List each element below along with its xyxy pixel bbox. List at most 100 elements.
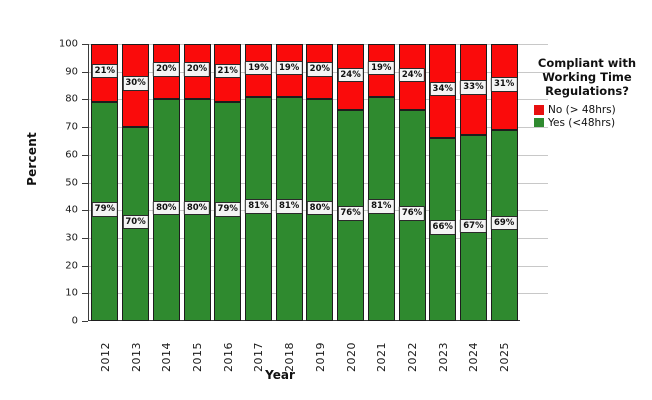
bar-2022[interactable]: 76% 24% xyxy=(398,44,426,321)
y-tick-label: 90 xyxy=(65,66,78,78)
bar-label-yes: 80% xyxy=(183,200,211,216)
bar-2025[interactable]: 69% 31% xyxy=(490,44,518,321)
y-tick-mark xyxy=(82,127,88,129)
gridline-extension xyxy=(520,182,548,184)
bar-segment-yes[interactable]: 81% xyxy=(275,96,303,321)
y-axis-title: Percent xyxy=(25,132,39,186)
y-tick-label: 60 xyxy=(65,149,78,161)
bar-segment-yes[interactable]: 79% xyxy=(214,102,242,321)
bar-segment-no[interactable]: 20% xyxy=(306,44,334,100)
y-tick-label: 80 xyxy=(65,93,78,105)
legend-title: Compliant with Working Time Regulations? xyxy=(524,56,650,98)
bar-label-no: 34% xyxy=(429,81,456,97)
bar-2012[interactable]: 79% 21% xyxy=(91,44,119,321)
bar-segment-no[interactable]: 20% xyxy=(152,44,180,100)
bar-2023[interactable]: 66% 34% xyxy=(429,44,457,321)
bar-segment-no[interactable]: 33% xyxy=(459,44,487,136)
bar-2021[interactable]: 81% 19% xyxy=(367,44,395,321)
bar-2018[interactable]: 81% 19% xyxy=(275,44,303,321)
bar-segment-no[interactable]: 21% xyxy=(91,44,119,103)
bar-label-yes: 66% xyxy=(429,220,456,235)
bar-2017[interactable]: 81% 19% xyxy=(244,44,272,321)
y-tick-mark xyxy=(82,99,88,101)
bar-2015[interactable]: 80% 20% xyxy=(183,44,211,321)
bar-segment-no[interactable]: 24% xyxy=(398,44,426,111)
bar-label-no: 19% xyxy=(368,60,395,76)
y-tick-label: 10 xyxy=(65,287,78,299)
legend: Compliant with Working Time Regulations?… xyxy=(524,56,650,130)
y-tick-label: 20 xyxy=(65,260,78,272)
bar-segment-yes[interactable]: 80% xyxy=(183,99,211,321)
bar-2024[interactable]: 67% 33% xyxy=(459,44,487,321)
gridline xyxy=(89,237,521,239)
bar-segment-yes[interactable]: 80% xyxy=(306,99,334,321)
bar-label-yes: 80% xyxy=(153,200,180,216)
gridline xyxy=(89,44,521,45)
legend-label-yes: Yes (<48hrs) xyxy=(548,117,616,130)
bar-label-no: 19% xyxy=(245,60,272,76)
bar-segment-no[interactable]: 19% xyxy=(367,44,395,97)
bar-label-yes: 81% xyxy=(275,199,303,214)
bar-segment-yes[interactable]: 76% xyxy=(337,110,365,321)
bar-segment-yes[interactable]: 70% xyxy=(122,127,150,321)
y-tick-label: 40 xyxy=(65,204,78,216)
bar-label-no: 20% xyxy=(153,62,180,77)
bar-label-no: 24% xyxy=(398,67,426,83)
gridline-extension xyxy=(520,237,548,239)
bar-segment-no[interactable]: 19% xyxy=(275,44,303,97)
y-tick-mark xyxy=(82,265,88,267)
gridline-extension xyxy=(520,127,548,129)
bar-segment-no[interactable]: 24% xyxy=(337,44,365,111)
gridline xyxy=(89,71,521,73)
bar-label-no: 20% xyxy=(183,62,211,77)
legend-entry-yes[interactable]: Yes (<48hrs) xyxy=(534,117,650,129)
bar-segment-yes[interactable]: 67% xyxy=(459,135,487,321)
y-tick-label: 70 xyxy=(65,121,78,133)
bar-segment-no[interactable]: 30% xyxy=(122,44,150,128)
bar-2014[interactable]: 80% 20% xyxy=(152,44,180,321)
bar-segment-no[interactable]: 19% xyxy=(244,44,272,97)
bar-label-yes: 69% xyxy=(490,215,518,231)
bar-segment-no[interactable]: 31% xyxy=(490,44,518,130)
y-tick-mark xyxy=(82,71,88,73)
gridline xyxy=(89,265,521,267)
gridline xyxy=(89,293,521,295)
bar-segment-yes[interactable]: 80% xyxy=(152,99,180,321)
bar-segment-yes[interactable]: 66% xyxy=(429,138,457,321)
legend-title-line-3: Regulations? xyxy=(545,84,629,99)
y-tick-label: 100 xyxy=(58,38,78,50)
bar-segment-no[interactable]: 21% xyxy=(214,44,242,103)
bar-segment-yes[interactable]: 69% xyxy=(490,129,518,321)
bar-label-no: 21% xyxy=(91,63,119,79)
bar-segment-yes[interactable]: 81% xyxy=(367,96,395,321)
y-tick-mark xyxy=(82,237,88,239)
bar-label-no: 33% xyxy=(460,80,487,95)
gridline-extension xyxy=(520,154,548,156)
bar-segment-yes[interactable]: 79% xyxy=(91,102,119,321)
legend-title-line-2: Working Time xyxy=(542,70,632,85)
bar-2019[interactable]: 80% 20% xyxy=(306,44,334,321)
bar-segment-no[interactable]: 20% xyxy=(183,44,211,100)
bar-2013[interactable]: 70% 30% xyxy=(122,44,150,321)
legend-title-line-1: Compliant with xyxy=(537,56,637,70)
y-tick-mark xyxy=(82,44,88,45)
bar-label-no: 21% xyxy=(214,63,241,79)
bar-segment-yes[interactable]: 76% xyxy=(398,110,426,321)
bar-segment-yes[interactable]: 81% xyxy=(244,96,272,321)
bar-label-yes: 81% xyxy=(368,199,395,214)
bar-2020[interactable]: 76% 24% xyxy=(337,44,365,321)
bar-label-yes: 79% xyxy=(91,202,119,217)
bar-label-yes: 70% xyxy=(122,214,149,230)
bar-label-yes: 81% xyxy=(245,199,272,214)
y-tick-mark xyxy=(82,182,88,184)
bar-2016[interactable]: 79% 21% xyxy=(214,44,242,321)
bar-label-yes: 67% xyxy=(460,218,487,234)
gridline xyxy=(89,127,521,129)
bar-segment-no[interactable]: 34% xyxy=(429,44,457,139)
bar-label-no: 31% xyxy=(490,77,518,92)
gridline-extension xyxy=(520,99,548,101)
gridline xyxy=(89,182,521,184)
x-axis-title: Year xyxy=(265,368,295,382)
legend-entry-no[interactable]: No (> 48hrs) xyxy=(534,104,650,116)
y-tick-mark xyxy=(82,154,88,156)
